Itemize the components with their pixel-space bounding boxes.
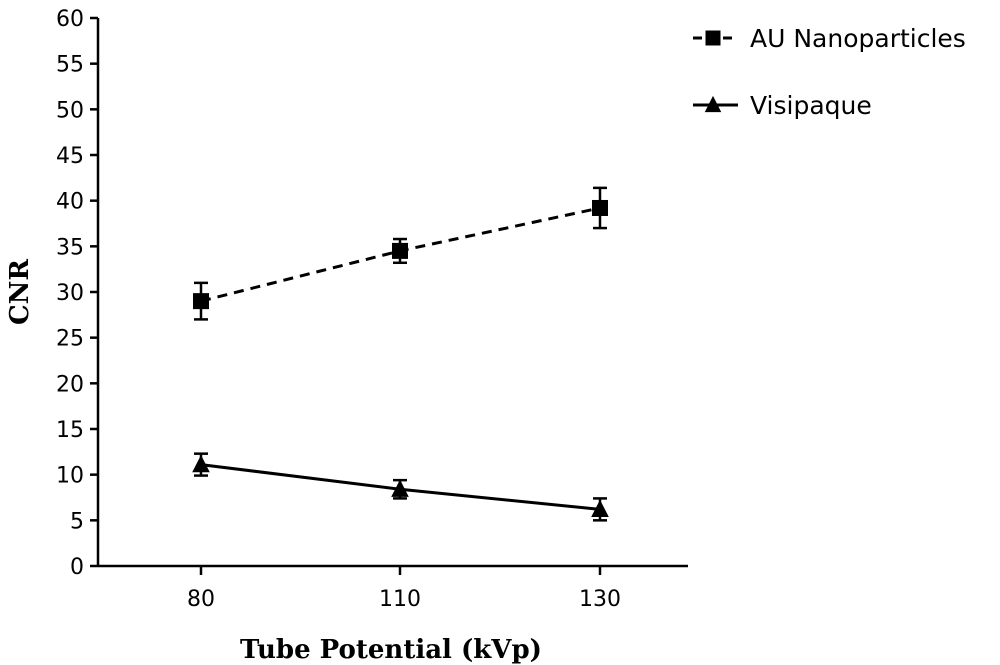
data-point-1-1 xyxy=(391,479,409,497)
y-axis-title: CNR xyxy=(5,259,35,325)
y-tick-label-25: 25 xyxy=(56,327,84,352)
data-point-1-2 xyxy=(591,499,609,517)
y-tick-label-15: 15 xyxy=(56,418,84,443)
x-tick-label-110: 110 xyxy=(379,587,421,612)
series-0 xyxy=(193,186,608,321)
y-tick-label-35: 35 xyxy=(56,235,84,260)
y-tick-label-0: 0 xyxy=(70,555,84,580)
series-1 xyxy=(192,452,609,522)
y-tick-label-60: 60 xyxy=(56,7,84,32)
y-tick-label-45: 45 xyxy=(56,144,84,169)
y-tick-label-40: 40 xyxy=(56,190,84,215)
data-point-0-2 xyxy=(592,199,608,216)
legend-item-0: AU Nanoparticles xyxy=(693,24,966,53)
x-axis-title: Tube Potential (kVp) xyxy=(240,635,542,665)
legend-label-1: Visipaque xyxy=(750,91,872,120)
y-tick-label-50: 50 xyxy=(56,98,84,123)
y-tick-label-20: 20 xyxy=(56,372,84,397)
axes xyxy=(96,18,688,568)
x-tick-label-80: 80 xyxy=(187,587,215,612)
legend-label-0: AU Nanoparticles xyxy=(750,24,966,53)
data-point-1-0 xyxy=(192,455,210,473)
x-ticks: 80 110 130 xyxy=(187,566,621,612)
legend-item-1: Visipaque xyxy=(693,91,872,120)
y-tick-label-5: 5 xyxy=(70,509,84,534)
data-point-0-0 xyxy=(193,293,209,310)
y-tick-label-55: 55 xyxy=(56,53,84,78)
legend-marker-0 xyxy=(705,30,721,46)
legend-marker-1 xyxy=(704,95,722,113)
y-tick-label-10: 10 xyxy=(56,464,84,489)
data-point-0-1 xyxy=(392,242,408,259)
y-tick-label-30: 30 xyxy=(56,281,84,306)
y-ticks: 0 5 10 15 20 25 30 35 40 45 50 55 60 xyxy=(56,7,98,580)
legend: AU Nanoparticles Visipaque xyxy=(693,24,966,120)
series-layer xyxy=(192,186,609,522)
x-tick-label-130: 130 xyxy=(579,587,621,612)
